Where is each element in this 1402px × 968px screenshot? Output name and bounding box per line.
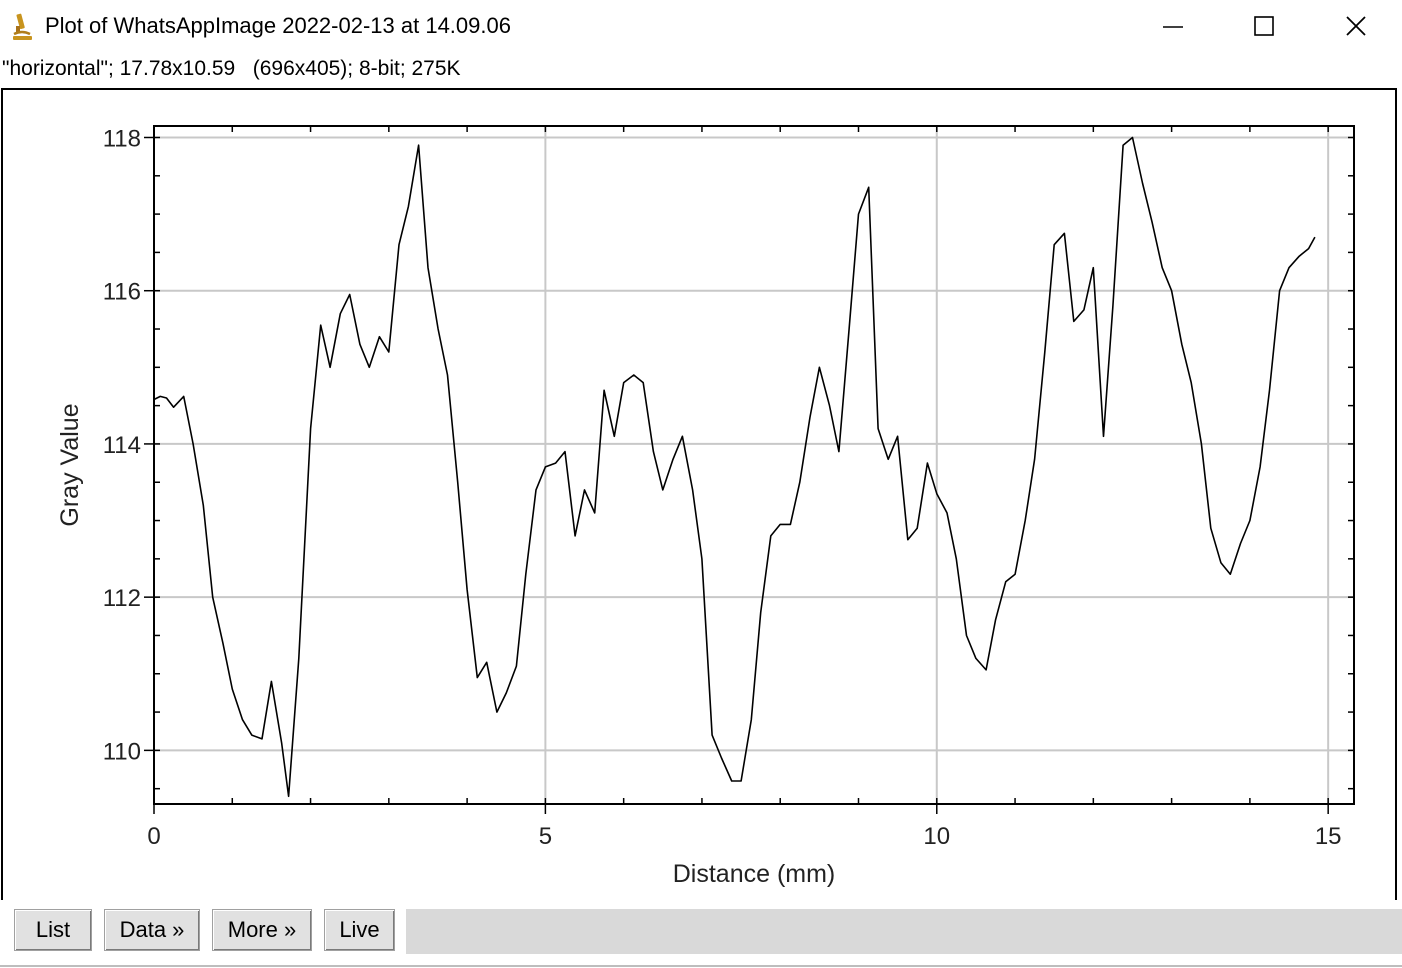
maximize-icon — [1253, 15, 1275, 37]
close-button[interactable] — [1310, 0, 1402, 52]
image-info-line: "horizontal"; 17.78x10.59 (696x405); 8-b… — [2, 57, 461, 81]
minimize-button[interactable] — [1127, 0, 1219, 52]
maximize-button[interactable] — [1218, 0, 1310, 52]
window-title: Plot of WhatsAppImage 2022-02-13 at 14.0… — [45, 13, 511, 39]
list-button[interactable]: List — [14, 909, 92, 951]
close-icon — [1345, 15, 1367, 37]
y-tick-label: 114 — [103, 432, 141, 459]
y-tick-label: 112 — [103, 585, 141, 612]
x-axis-label: Distance (mm) — [673, 860, 836, 888]
plot-toolbar: List Data » More » Live — [0, 900, 1402, 968]
y-axis-label: Gray Value — [56, 403, 84, 526]
profile-line — [154, 138, 1315, 797]
x-tick-label: 15 — [1315, 823, 1342, 850]
y-tick-label: 118 — [103, 125, 141, 152]
x-tick-label: 5 — [539, 823, 552, 850]
more-menu-button[interactable]: More » — [212, 909, 312, 951]
plot-frame: 0 5 10 15 110 112 114 116 118 Distance (mm) Gray V… — [1, 88, 1397, 902]
x-tick-label: 0 — [147, 823, 160, 850]
data-menu-button[interactable]: Data » — [104, 909, 200, 951]
x-tick-label: 10 — [923, 823, 950, 850]
profile-plot: 0 5 10 15 110 112 114 116 118 Distance (mm) Gray V… — [3, 90, 1395, 900]
plot-area-border — [154, 126, 1354, 804]
minimize-icon — [1162, 15, 1184, 37]
y-tick-label: 116 — [103, 279, 141, 306]
window-bottom-edge — [0, 965, 1402, 967]
microscope-icon — [10, 12, 36, 42]
y-tick-label: 110 — [103, 738, 141, 765]
title-bar: Plot of WhatsAppImage 2022-02-13 at 14.0… — [0, 0, 1402, 54]
status-area — [406, 909, 1402, 954]
live-button[interactable]: Live — [324, 909, 395, 951]
